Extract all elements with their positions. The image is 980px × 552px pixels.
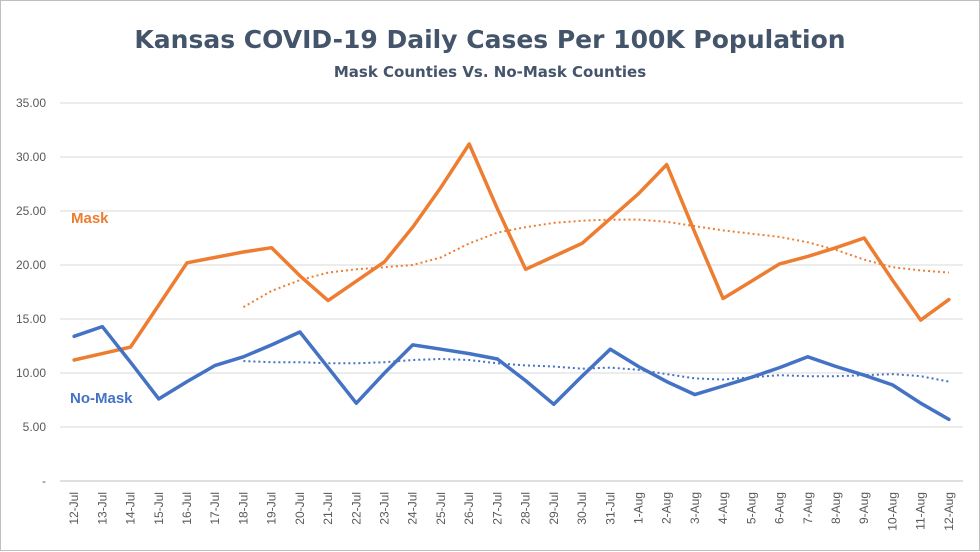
chart-subtitle: Mask Counties Vs. No-Mask Counties: [334, 63, 646, 81]
x-tick-label: 21-Jul: [321, 492, 335, 525]
y-tick-label: 30.00: [16, 150, 46, 164]
x-axis-ticks: 12-Jul 13-Jul 14-Jul 15-Jul 16-Jul 17-Jul 18-J…: [67, 492, 956, 531]
x-tick-label: 25-Jul: [434, 492, 448, 525]
x-tick-label: 4-Aug: [716, 492, 730, 524]
x-tick-label: 26-Jul: [462, 492, 476, 525]
series-lines: [72, 142, 951, 422]
x-tick-label: 31-Jul: [603, 492, 617, 525]
chart-title: Kansas COVID-19 Daily Cases Per 100K Pop…: [134, 25, 845, 54]
x-tick-label: 23-Jul: [378, 492, 392, 525]
x-tick-label: 9-Aug: [857, 492, 871, 524]
x-tick-label: 20-Jul: [293, 492, 307, 525]
gridlines: [60, 102, 963, 482]
x-tick-label: 11-Aug: [914, 492, 928, 530]
x-tick-label: 6-Aug: [773, 492, 787, 524]
x-tick-label: 8-Aug: [829, 492, 843, 524]
x-tick-label: 30-Jul: [575, 492, 589, 525]
y-tick-label: 10.00: [16, 366, 46, 380]
x-tick-label: 5-Aug: [744, 492, 758, 524]
y-tick-label: 25.00: [16, 204, 46, 218]
x-tick-label: 7-Aug: [801, 492, 815, 524]
y-tick-label: -: [42, 474, 46, 488]
x-tick-label: 13-Jul: [95, 492, 109, 525]
x-tick-label: 14-Jul: [124, 492, 138, 525]
x-tick-label: 17-Jul: [208, 492, 222, 525]
x-tick-label: 19-Jul: [265, 492, 279, 525]
x-tick-label: 18-Jul: [236, 492, 250, 525]
x-tick-label: 27-Jul: [490, 492, 504, 525]
series-line-no-mask: [72, 324, 951, 422]
y-axis-ticks: - 5.00 10.00 15.00 20.00 25.00 30.00 35.00: [16, 96, 46, 488]
y-tick-label: 5.00: [23, 420, 47, 434]
series-label-no-mask: No-Mask: [70, 390, 133, 407]
x-tick-label: 16-Jul: [180, 492, 194, 525]
y-tick-label: 15.00: [16, 312, 46, 326]
x-tick-label: 2-Aug: [660, 492, 674, 524]
y-tick-label: 20.00: [16, 258, 46, 272]
x-tick-label: 12-Aug: [942, 492, 956, 531]
series-label-mask: Mask: [71, 210, 109, 227]
x-tick-label: 10-Aug: [886, 492, 900, 531]
x-tick-label: 15-Jul: [152, 492, 166, 525]
x-tick-label: 28-Jul: [519, 492, 533, 525]
series-line-mask: [72, 142, 951, 362]
x-tick-label: 22-Jul: [349, 492, 363, 525]
x-tick-label: 24-Jul: [406, 492, 420, 525]
y-tick-label: 35.00: [16, 96, 46, 110]
x-tick-label: 1-Aug: [632, 492, 646, 524]
x-tick-label: 3-Aug: [688, 492, 702, 524]
x-tick-label: 29-Jul: [547, 492, 561, 525]
x-tick-label: 12-Jul: [67, 492, 81, 525]
